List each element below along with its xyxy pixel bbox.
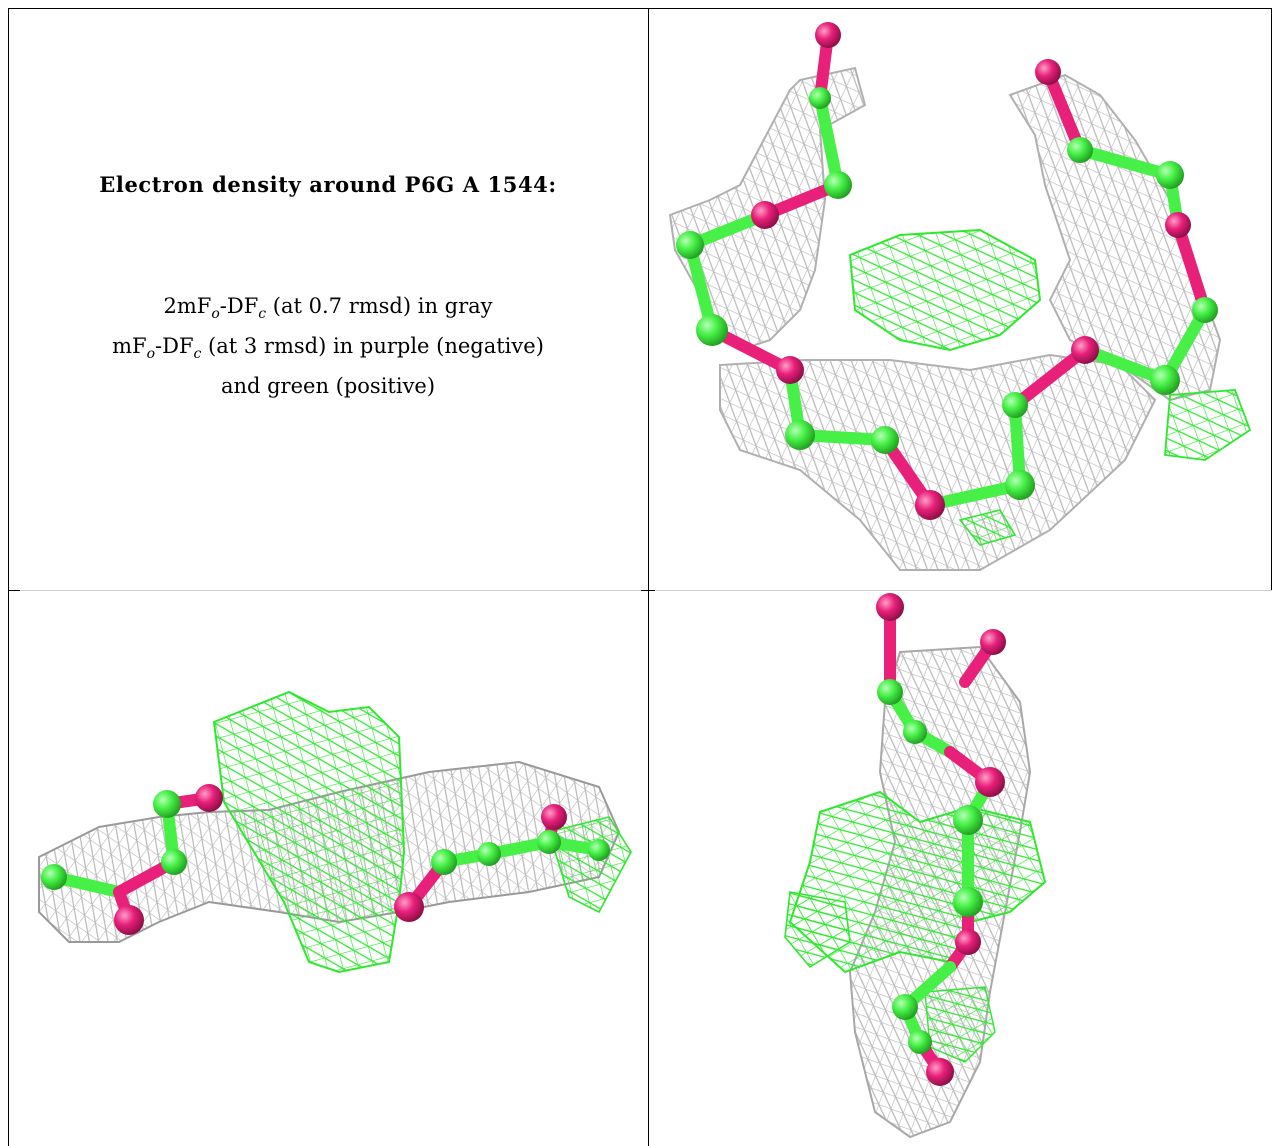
green-mesh-tail xyxy=(547,816,632,914)
carbon-atom xyxy=(871,426,899,454)
middle-rule xyxy=(648,8,649,1146)
density-view-top xyxy=(650,10,1271,588)
row-divider xyxy=(8,590,1272,591)
carbon-atom xyxy=(588,839,610,861)
carbon-atom xyxy=(1156,161,1184,189)
caption-legend: 2mFo-DFc (at 0.7 rmsd) in gray mFo-DFc (… xyxy=(8,290,648,402)
carbon-atom xyxy=(161,849,187,875)
oxygen-atom xyxy=(114,905,144,935)
density-render-end xyxy=(784,593,1047,1139)
carbon-atom xyxy=(477,842,501,866)
top-rule xyxy=(8,8,1272,9)
density-view-side xyxy=(9,592,647,1146)
carbon-atom xyxy=(908,1030,932,1054)
carbon-atom xyxy=(696,314,728,346)
oxygen-atom xyxy=(1071,336,1099,364)
oxygen-atom xyxy=(926,1058,954,1086)
green-mesh-region xyxy=(848,228,1042,352)
carbon-atom xyxy=(903,720,927,744)
molecule-atoms xyxy=(876,593,1006,1086)
oxygen-atom xyxy=(1165,212,1191,238)
oxygen-atom xyxy=(394,892,424,922)
carbon-atom xyxy=(431,849,457,875)
legend-line-gray: 2mFo-DFc (at 0.7 rmsd) in gray xyxy=(163,294,493,323)
carbon-atom xyxy=(1002,392,1028,418)
green-mesh-region xyxy=(212,690,406,974)
green-mesh-small-right xyxy=(1164,389,1252,461)
right-rule xyxy=(1271,8,1272,590)
left-rule xyxy=(8,8,9,1146)
oxygen-atom xyxy=(876,593,904,621)
oxygen-atom xyxy=(980,629,1006,655)
oxygen-atom xyxy=(195,784,223,812)
legend-line-difference: mFo-DFc (at 3 rmsd) in purple (negative) xyxy=(112,334,544,363)
oxygen-atom xyxy=(1035,59,1061,85)
caption-title: Electron density around P6G A 1544: xyxy=(99,172,557,197)
oxygen-atom xyxy=(975,767,1005,797)
green-mesh-left xyxy=(784,891,851,969)
carbon-atom xyxy=(877,679,903,705)
molecule-atoms xyxy=(676,22,1218,520)
carbon-atom xyxy=(892,994,918,1020)
oxygen-atom xyxy=(541,804,567,830)
carbon-atom xyxy=(41,864,67,890)
carbon-atom xyxy=(1150,365,1180,395)
figure-table xyxy=(8,8,1272,1146)
oxygen-atom xyxy=(915,490,945,520)
carbon-atom xyxy=(1192,297,1218,323)
green-mesh-small-bottom xyxy=(958,509,1017,546)
legend-line-positive: and green (positive) xyxy=(220,374,436,399)
carbon-atom xyxy=(676,231,704,259)
oxygen-atom xyxy=(776,356,804,384)
carbon-atom xyxy=(537,830,561,854)
molecule-atoms xyxy=(41,784,610,935)
density-render-top xyxy=(668,22,1252,571)
caption-cell: Electron density around P6G A 1544: 2mFo… xyxy=(8,8,648,590)
carbon-atom xyxy=(785,420,815,450)
carbon-atom xyxy=(824,171,852,199)
oxygen-atom xyxy=(815,22,841,48)
carbon-atom xyxy=(953,887,983,917)
row-tick-left xyxy=(8,590,20,591)
carbon-atom xyxy=(1005,470,1035,500)
density-render-side xyxy=(38,690,632,974)
carbon-atom xyxy=(953,805,983,835)
carbon-atom xyxy=(1067,137,1093,163)
oxygen-atom xyxy=(955,929,981,955)
carbon-atom xyxy=(153,790,181,818)
carbon-atom xyxy=(809,87,831,109)
oxygen-atom xyxy=(751,201,779,229)
row-tick-mid xyxy=(641,590,655,591)
density-view-end xyxy=(650,592,1271,1146)
